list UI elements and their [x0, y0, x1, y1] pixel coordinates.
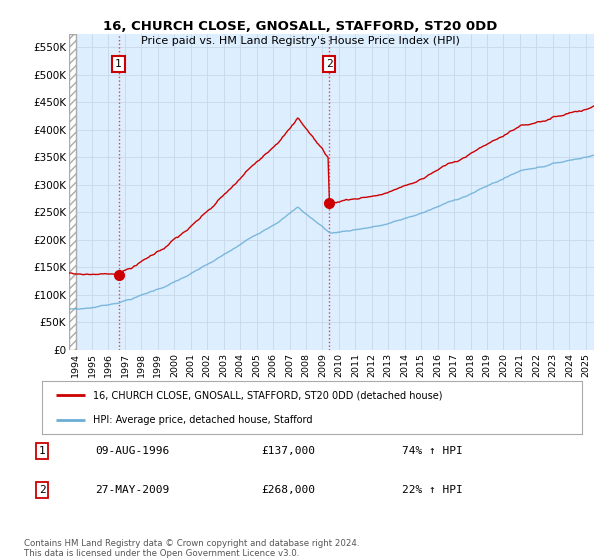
Text: 2: 2 — [38, 485, 46, 495]
Bar — [69, 34, 76, 350]
Text: 16, CHURCH CLOSE, GNOSALL, STAFFORD, ST20 0DD (detached house): 16, CHURCH CLOSE, GNOSALL, STAFFORD, ST2… — [94, 390, 443, 400]
Text: £268,000: £268,000 — [261, 485, 315, 495]
Text: 27-MAY-2009: 27-MAY-2009 — [95, 485, 169, 495]
Text: 16, CHURCH CLOSE, GNOSALL, STAFFORD, ST20 0DD: 16, CHURCH CLOSE, GNOSALL, STAFFORD, ST2… — [103, 20, 497, 32]
Text: 22% ↑ HPI: 22% ↑ HPI — [401, 485, 463, 495]
Text: 1: 1 — [38, 446, 46, 456]
Text: 74% ↑ HPI: 74% ↑ HPI — [401, 446, 463, 456]
Text: 1: 1 — [115, 59, 122, 69]
Text: Price paid vs. HM Land Registry's House Price Index (HPI): Price paid vs. HM Land Registry's House … — [140, 36, 460, 46]
Text: HPI: Average price, detached house, Stafford: HPI: Average price, detached house, Staf… — [94, 414, 313, 424]
Text: Contains HM Land Registry data © Crown copyright and database right 2024.
This d: Contains HM Land Registry data © Crown c… — [24, 539, 359, 558]
Text: £137,000: £137,000 — [261, 446, 315, 456]
Text: 09-AUG-1996: 09-AUG-1996 — [95, 446, 169, 456]
Text: 2: 2 — [326, 59, 332, 69]
